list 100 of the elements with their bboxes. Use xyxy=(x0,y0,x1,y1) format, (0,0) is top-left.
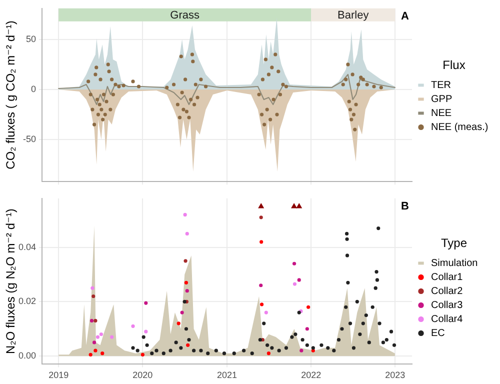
y-tick-label: -50 xyxy=(22,134,36,144)
band-label: Grass xyxy=(170,9,200,22)
point xyxy=(183,212,187,217)
point xyxy=(142,335,146,339)
point xyxy=(259,284,263,288)
legend-label: Collar4 xyxy=(431,314,464,325)
legend-label: NEE (meas.) xyxy=(431,122,488,133)
legend-label: Collar1 xyxy=(431,272,464,283)
x-tick-label: 2020 xyxy=(132,370,153,380)
point xyxy=(184,259,188,263)
point xyxy=(264,310,268,314)
point xyxy=(291,203,298,208)
point xyxy=(260,302,264,306)
point xyxy=(90,286,94,290)
point xyxy=(144,330,148,334)
legend-label: EC xyxy=(431,328,445,339)
legend-label: NEE xyxy=(431,108,452,119)
point xyxy=(266,343,270,347)
point xyxy=(364,313,368,318)
point xyxy=(352,346,356,350)
point xyxy=(311,346,315,350)
y-tick-label: 0.04 xyxy=(18,242,36,252)
point xyxy=(154,348,158,352)
point xyxy=(92,340,96,344)
band-label: Barley xyxy=(338,9,370,22)
point xyxy=(184,280,188,284)
point xyxy=(140,352,144,356)
point xyxy=(94,318,98,323)
point xyxy=(259,216,263,220)
point xyxy=(344,305,348,309)
point xyxy=(266,352,270,356)
point xyxy=(345,237,349,241)
point xyxy=(206,352,210,356)
point xyxy=(144,301,148,305)
point xyxy=(376,226,380,230)
point xyxy=(355,300,359,304)
legend-title: Type xyxy=(440,236,468,250)
point xyxy=(340,327,344,331)
point xyxy=(131,346,135,350)
point xyxy=(110,335,114,339)
point xyxy=(392,343,396,347)
point xyxy=(320,343,324,347)
y-tick-label: 0 xyxy=(30,84,36,94)
point xyxy=(136,348,140,352)
point xyxy=(131,324,135,328)
point xyxy=(270,346,274,350)
point xyxy=(258,338,262,342)
x-tick-label: 2022 xyxy=(301,370,322,380)
point xyxy=(370,305,374,309)
point xyxy=(374,286,378,290)
point xyxy=(305,343,309,347)
y-tick-label: 50 xyxy=(26,34,36,44)
point xyxy=(292,282,297,286)
x-tick-label: 2023 xyxy=(385,370,406,380)
point xyxy=(174,340,178,344)
point xyxy=(90,318,94,323)
point xyxy=(94,348,98,352)
point xyxy=(162,352,166,356)
point xyxy=(378,322,382,326)
point xyxy=(284,346,288,350)
point xyxy=(381,340,385,344)
point xyxy=(300,338,304,342)
point xyxy=(375,278,380,282)
point xyxy=(345,232,349,236)
point xyxy=(100,352,104,356)
annotation: B xyxy=(401,200,410,212)
point xyxy=(262,322,266,326)
legend-label: GPP xyxy=(431,94,452,105)
point xyxy=(296,203,302,208)
point xyxy=(179,346,183,350)
point xyxy=(300,348,304,352)
point xyxy=(374,270,378,274)
point xyxy=(290,335,294,339)
point xyxy=(332,348,336,352)
point xyxy=(199,348,203,352)
point xyxy=(389,330,394,334)
legend-label: Collar2 xyxy=(431,286,464,297)
point xyxy=(326,346,330,350)
point xyxy=(222,352,226,356)
point xyxy=(187,338,191,342)
point xyxy=(214,348,218,352)
point xyxy=(88,352,92,356)
x-tick-label: 2019 xyxy=(48,370,69,380)
point xyxy=(277,348,281,352)
point xyxy=(292,262,296,266)
point xyxy=(168,348,172,352)
point xyxy=(345,254,350,258)
point xyxy=(150,352,154,356)
point xyxy=(185,289,189,293)
point xyxy=(346,280,350,284)
point xyxy=(294,332,298,336)
point xyxy=(192,348,196,352)
point xyxy=(176,322,180,326)
point xyxy=(297,278,301,282)
point xyxy=(184,327,188,331)
point xyxy=(260,240,264,244)
point xyxy=(186,343,190,347)
point xyxy=(361,322,365,326)
y-tick-label: 0.02 xyxy=(18,296,36,306)
legend-title: Flux xyxy=(442,58,466,72)
